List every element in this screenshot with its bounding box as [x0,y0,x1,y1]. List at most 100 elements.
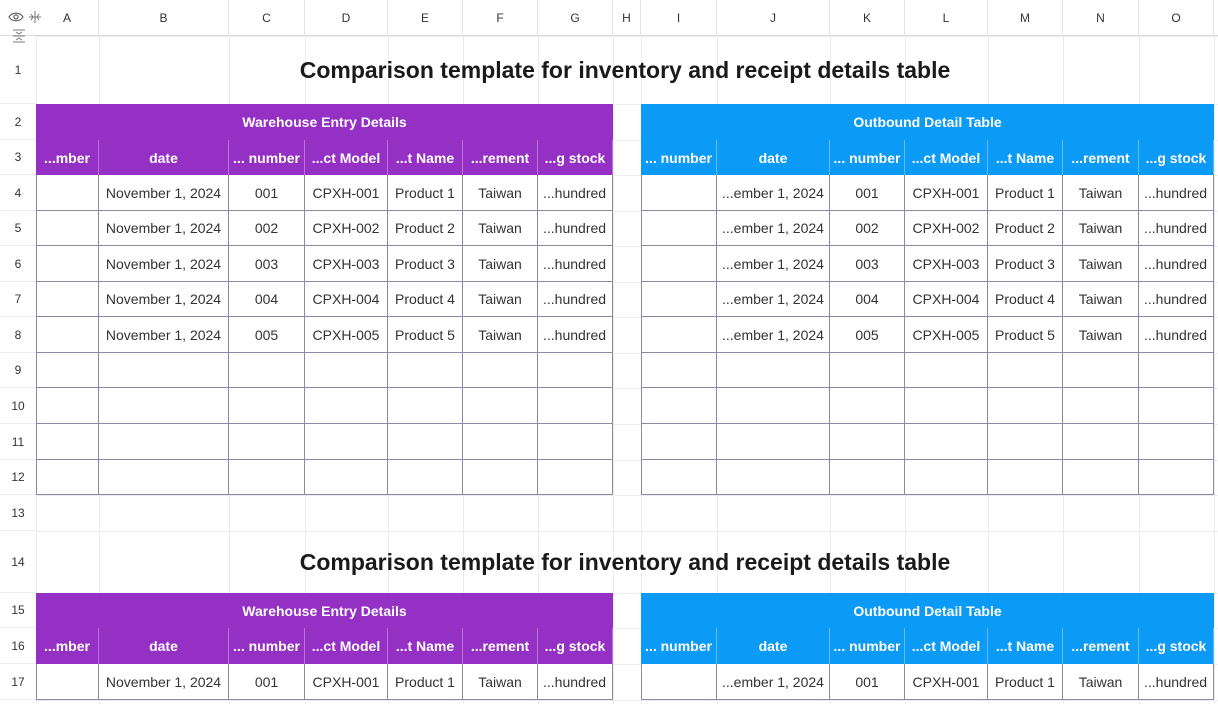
column-header-g[interactable]: G [538,0,613,36]
table-cell[interactable] [905,424,988,460]
table-cell[interactable] [388,424,463,460]
table-cell[interactable] [229,424,305,460]
table-cell[interactable]: CPXH-004 [305,282,388,317]
row-header-8[interactable]: 8 [0,317,36,353]
table-cell[interactable]: Taiwan [463,664,538,700]
table-cell[interactable] [36,424,99,460]
right-column-header[interactable]: date [717,628,830,664]
table-cell[interactable]: ...ember 1, 2024 [717,211,830,246]
table-cell[interactable]: ...hundred [538,246,613,282]
table-cell[interactable] [36,317,99,353]
right-column-header[interactable]: ... number [641,140,717,175]
right-column-header[interactable]: ... number [641,628,717,664]
table-cell[interactable]: Product 1 [388,664,463,700]
left-column-header[interactable]: ... number [229,140,305,175]
table-cell[interactable]: Product 1 [988,664,1063,700]
left-column-header[interactable]: date [99,140,229,175]
right-column-header[interactable]: ...g stock [1139,140,1214,175]
left-column-header[interactable]: ...ct Model [305,140,388,175]
row-header-10[interactable]: 10 [0,388,36,424]
left-column-header[interactable]: ...g stock [538,628,613,664]
table-cell[interactable]: Taiwan [1063,282,1139,317]
table-cell[interactable]: ...hundred [538,282,613,317]
table-cell[interactable]: Product 1 [988,175,1063,211]
left-column-header[interactable]: ... number [229,628,305,664]
table-cell[interactable] [988,460,1063,495]
left-column-header[interactable]: ...t Name [388,140,463,175]
sheet-corner[interactable] [0,0,41,43]
left-column-header[interactable]: ...g stock [538,140,613,175]
table-cell[interactable]: Taiwan [1063,317,1139,353]
table-cell[interactable] [36,664,99,700]
table-cell[interactable]: November 1, 2024 [99,175,229,211]
table-cell[interactable]: CPXH-003 [305,246,388,282]
table-cell[interactable]: ...hundred [1139,282,1214,317]
table-cell[interactable] [717,353,830,388]
row-header-15[interactable]: 15 [0,593,36,628]
table-cell[interactable]: Product 1 [388,175,463,211]
table-cell[interactable] [641,246,717,282]
table-cell[interactable]: Taiwan [1063,246,1139,282]
table-cell[interactable] [641,353,717,388]
table-cell[interactable] [305,460,388,495]
table-cell[interactable] [388,460,463,495]
table-cell[interactable]: 003 [229,246,305,282]
table-cell[interactable] [1063,424,1139,460]
freeze-columns-icon[interactable] [28,10,42,24]
table-cell[interactable] [99,353,229,388]
right-column-header[interactable]: ...t Name [988,628,1063,664]
eye-icon[interactable] [8,11,24,23]
table-cell[interactable] [538,388,613,424]
table-cell[interactable]: CPXH-002 [305,211,388,246]
column-header-h[interactable]: H [613,0,641,36]
table-cell[interactable]: Product 2 [388,211,463,246]
table-cell[interactable]: Product 3 [388,246,463,282]
table-cell[interactable]: CPXH-004 [905,282,988,317]
table-cell[interactable]: 001 [229,175,305,211]
table-cell[interactable]: ...ember 1, 2024 [717,282,830,317]
table-cell[interactable]: ...hundred [538,211,613,246]
row-header-17[interactable]: 17 [0,664,36,700]
column-header-i[interactable]: I [641,0,717,36]
left-column-header[interactable]: ...rement [463,628,538,664]
table-cell[interactable]: Taiwan [463,211,538,246]
row-header-3[interactable]: 3 [0,140,36,175]
table-cell[interactable] [905,388,988,424]
table-cell[interactable] [905,353,988,388]
table-cell[interactable] [641,424,717,460]
right-column-header[interactable]: ...ct Model [905,628,988,664]
table-cell[interactable]: Taiwan [463,246,538,282]
table-cell[interactable]: 004 [830,282,905,317]
table-cell[interactable]: ...ember 1, 2024 [717,664,830,700]
table-cell[interactable]: Product 5 [388,317,463,353]
table-cell[interactable] [36,175,99,211]
row-header-4[interactable]: 4 [0,175,36,211]
table-cell[interactable]: ...hundred [1139,317,1214,353]
table-cell[interactable] [388,388,463,424]
table-cell[interactable]: 002 [830,211,905,246]
table-cell[interactable]: CPXH-005 [305,317,388,353]
table-cell[interactable] [830,424,905,460]
row-header-13[interactable]: 13 [0,495,36,531]
table-cell[interactable]: CPXH-005 [905,317,988,353]
table-cell[interactable]: Product 3 [988,246,1063,282]
table-cell[interactable]: Product 4 [388,282,463,317]
table-cell[interactable] [36,353,99,388]
column-header-l[interactable]: L [905,0,988,36]
table-cell[interactable]: CPXH-001 [305,175,388,211]
table-cell[interactable] [988,424,1063,460]
table-cell[interactable] [1063,460,1139,495]
table-cell[interactable]: ...ember 1, 2024 [717,317,830,353]
table-cell[interactable] [538,424,613,460]
column-header-n[interactable]: N [1063,0,1139,36]
table-cell[interactable]: CPXH-001 [905,664,988,700]
table-cell[interactable] [988,388,1063,424]
table-cell[interactable]: Product 5 [988,317,1063,353]
table-cell[interactable]: ...ember 1, 2024 [717,246,830,282]
row-header-6[interactable]: 6 [0,246,36,282]
table-cell[interactable] [717,424,830,460]
table-cell[interactable]: CPXH-001 [305,664,388,700]
row-header-7[interactable]: 7 [0,282,36,317]
table-cell[interactable]: 001 [830,175,905,211]
table-cell[interactable]: November 1, 2024 [99,246,229,282]
